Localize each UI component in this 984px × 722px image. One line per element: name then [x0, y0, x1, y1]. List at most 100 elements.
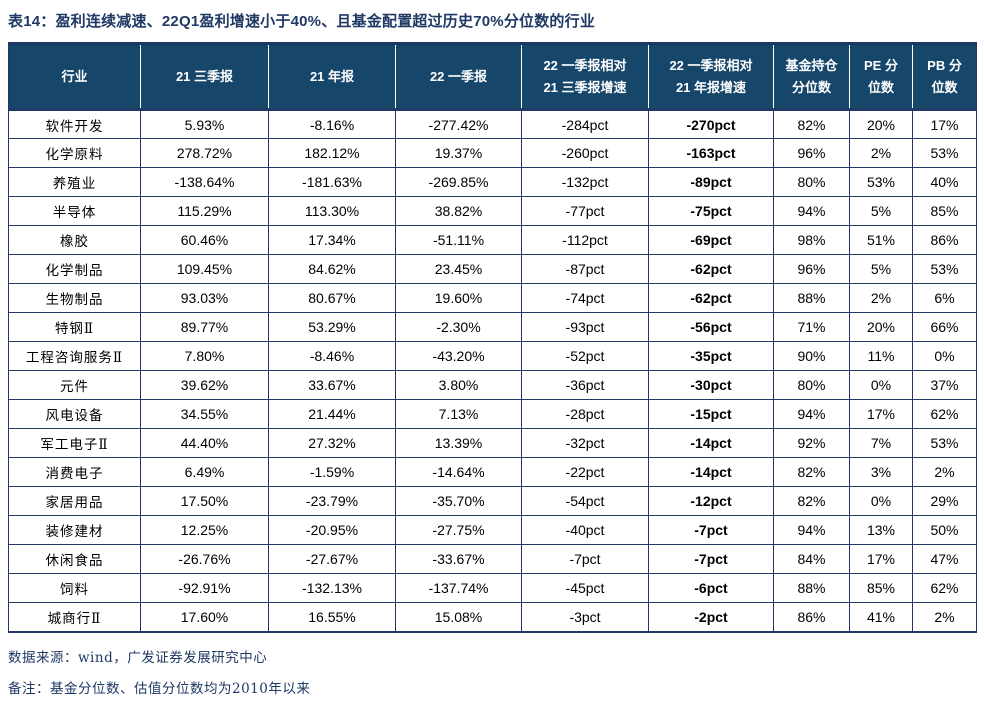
table-row: 化学原料 278.72% 182.12% 19.37% -260pct -163pct 96… [8, 138, 977, 168]
value-cell: -54pct [521, 486, 649, 516]
value-cell: -260pct [521, 138, 649, 168]
value-cell: -26.76% [140, 544, 269, 574]
industry-cell: 饲料 [8, 573, 141, 603]
value-cell: 47% [912, 544, 977, 574]
value-cell: 113.30% [268, 196, 396, 226]
value-cell: 17.60% [140, 602, 269, 632]
industry-cell: 特钢Ⅱ [8, 312, 141, 342]
value-cell: -132pct [521, 167, 649, 197]
value-cell: 96% [773, 138, 850, 168]
value-cell: 94% [773, 196, 850, 226]
industry-table: 行业 21 三季报 21 年报 22 一季报 22 一季报相对 21 三季报增速 22 一季… [8, 42, 977, 633]
value-cell: 53% [912, 254, 977, 284]
column-header-5: 22 一季报相对 21 年报增速 [648, 43, 774, 110]
value-cell: 115.29% [140, 196, 269, 226]
table-row: 生物制品 93.03% 80.67% 19.60% -74pct -62pct 88% 2% 6… [8, 283, 977, 313]
industry-cell: 消费电子 [8, 457, 141, 487]
value-cell: -69pct [648, 225, 774, 255]
value-cell: 33.67% [268, 370, 396, 400]
value-cell: -8.16% [268, 109, 396, 139]
industry-cell: 生物制品 [8, 283, 141, 313]
value-cell: 90% [773, 341, 850, 371]
value-cell: 80.67% [268, 283, 396, 313]
value-cell: 84% [773, 544, 850, 574]
value-cell: 29% [912, 486, 977, 516]
value-cell: -132.13% [268, 573, 396, 603]
value-cell: 5% [849, 196, 913, 226]
value-cell: -93pct [521, 312, 649, 342]
value-cell: -7pct [648, 544, 774, 574]
value-cell: 86% [773, 602, 850, 632]
value-cell: -33.67% [395, 544, 522, 574]
value-cell: -137.74% [395, 573, 522, 603]
column-header-2: 21 年报 [268, 43, 396, 110]
table-row: 消费电子 6.49% -1.59% -14.64% -22pct -14pct 82% 3% 2… [8, 457, 977, 487]
value-cell: 84.62% [268, 254, 396, 284]
value-cell: -30pct [648, 370, 774, 400]
value-cell: 85% [849, 573, 913, 603]
value-cell: -12pct [648, 486, 774, 516]
value-cell: 15.08% [395, 602, 522, 632]
value-cell: -36pct [521, 370, 649, 400]
value-cell: 62% [912, 399, 977, 429]
value-cell: -112pct [521, 225, 649, 255]
value-cell: 71% [773, 312, 850, 342]
value-cell: 93.03% [140, 283, 269, 313]
value-cell: 37% [912, 370, 977, 400]
value-cell: 17% [849, 399, 913, 429]
value-cell: 2% [912, 602, 977, 632]
value-cell: 82% [773, 457, 850, 487]
value-cell: 27.32% [268, 428, 396, 458]
value-cell: 88% [773, 573, 850, 603]
header-row: 行业 21 三季报 21 年报 22 一季报 22 一季报相对 21 三季报增速 22 一季… [8, 43, 977, 110]
table-row: 养殖业 -138.64% -181.63% -269.85% -132pct -89pct… [8, 167, 977, 197]
value-cell: -62pct [648, 283, 774, 313]
column-header-8: PB 分位数 [912, 43, 977, 110]
value-cell: -87pct [521, 254, 649, 284]
value-cell: 53.29% [268, 312, 396, 342]
value-cell: 51% [849, 225, 913, 255]
table-row: 软件开发 5.93% -8.16% -277.42% -284pct -270pct 82%… [8, 109, 977, 139]
value-cell: -75pct [648, 196, 774, 226]
table-row: 元件 39.62% 33.67% 3.80% -36pct -30pct 80% 0% 37% [8, 370, 977, 400]
value-cell: 82% [773, 486, 850, 516]
value-cell: 94% [773, 399, 850, 429]
value-cell: 12.25% [140, 515, 269, 545]
industry-cell: 软件开发 [8, 109, 141, 139]
value-cell: 62% [912, 573, 977, 603]
value-cell: -6pct [648, 573, 774, 603]
industry-cell: 风电设备 [8, 399, 141, 429]
column-header-1: 21 三季报 [140, 43, 269, 110]
value-cell: 182.12% [268, 138, 396, 168]
value-cell: 2% [849, 283, 913, 313]
value-cell: -14pct [648, 428, 774, 458]
table-header: 行业 21 三季报 21 年报 22 一季报 22 一季报相对 21 三季报增速 22 一季… [8, 43, 977, 110]
value-cell: 6.49% [140, 457, 269, 487]
value-cell: -163pct [648, 138, 774, 168]
industry-cell: 城商行Ⅱ [8, 602, 141, 632]
value-cell: -74pct [521, 283, 649, 313]
value-cell: 11% [849, 341, 913, 371]
value-cell: 19.60% [395, 283, 522, 313]
value-cell: 92% [773, 428, 850, 458]
value-cell: 23.45% [395, 254, 522, 284]
value-cell: 17% [849, 544, 913, 574]
value-cell: 3.80% [395, 370, 522, 400]
table-title: 表14：盈利连续减速、22Q1盈利增速小于40%、且基金配置超过历史70%分位数… [8, 13, 596, 30]
table-row: 休闲食品 -26.76% -27.67% -33.67% -7pct -7pct 84% 17… [8, 544, 977, 574]
value-cell: -284pct [521, 109, 649, 139]
value-cell: 20% [849, 109, 913, 139]
value-cell: 7.13% [395, 399, 522, 429]
value-cell: 16.55% [268, 602, 396, 632]
value-cell: -7pct [521, 544, 649, 574]
value-cell: -89pct [648, 167, 774, 197]
industry-cell: 家居用品 [8, 486, 141, 516]
value-cell: 2% [849, 138, 913, 168]
value-cell: -15pct [648, 399, 774, 429]
table-row: 饲料 -92.91% -132.13% -137.74% -45pct -6pct 88% 8… [8, 573, 977, 603]
value-cell: -2pct [648, 602, 774, 632]
value-cell: 41% [849, 602, 913, 632]
value-cell: 7% [849, 428, 913, 458]
table-row: 家居用品 17.50% -23.79% -35.70% -54pct -12pct 82% 0… [8, 486, 977, 516]
value-cell: -181.63% [268, 167, 396, 197]
